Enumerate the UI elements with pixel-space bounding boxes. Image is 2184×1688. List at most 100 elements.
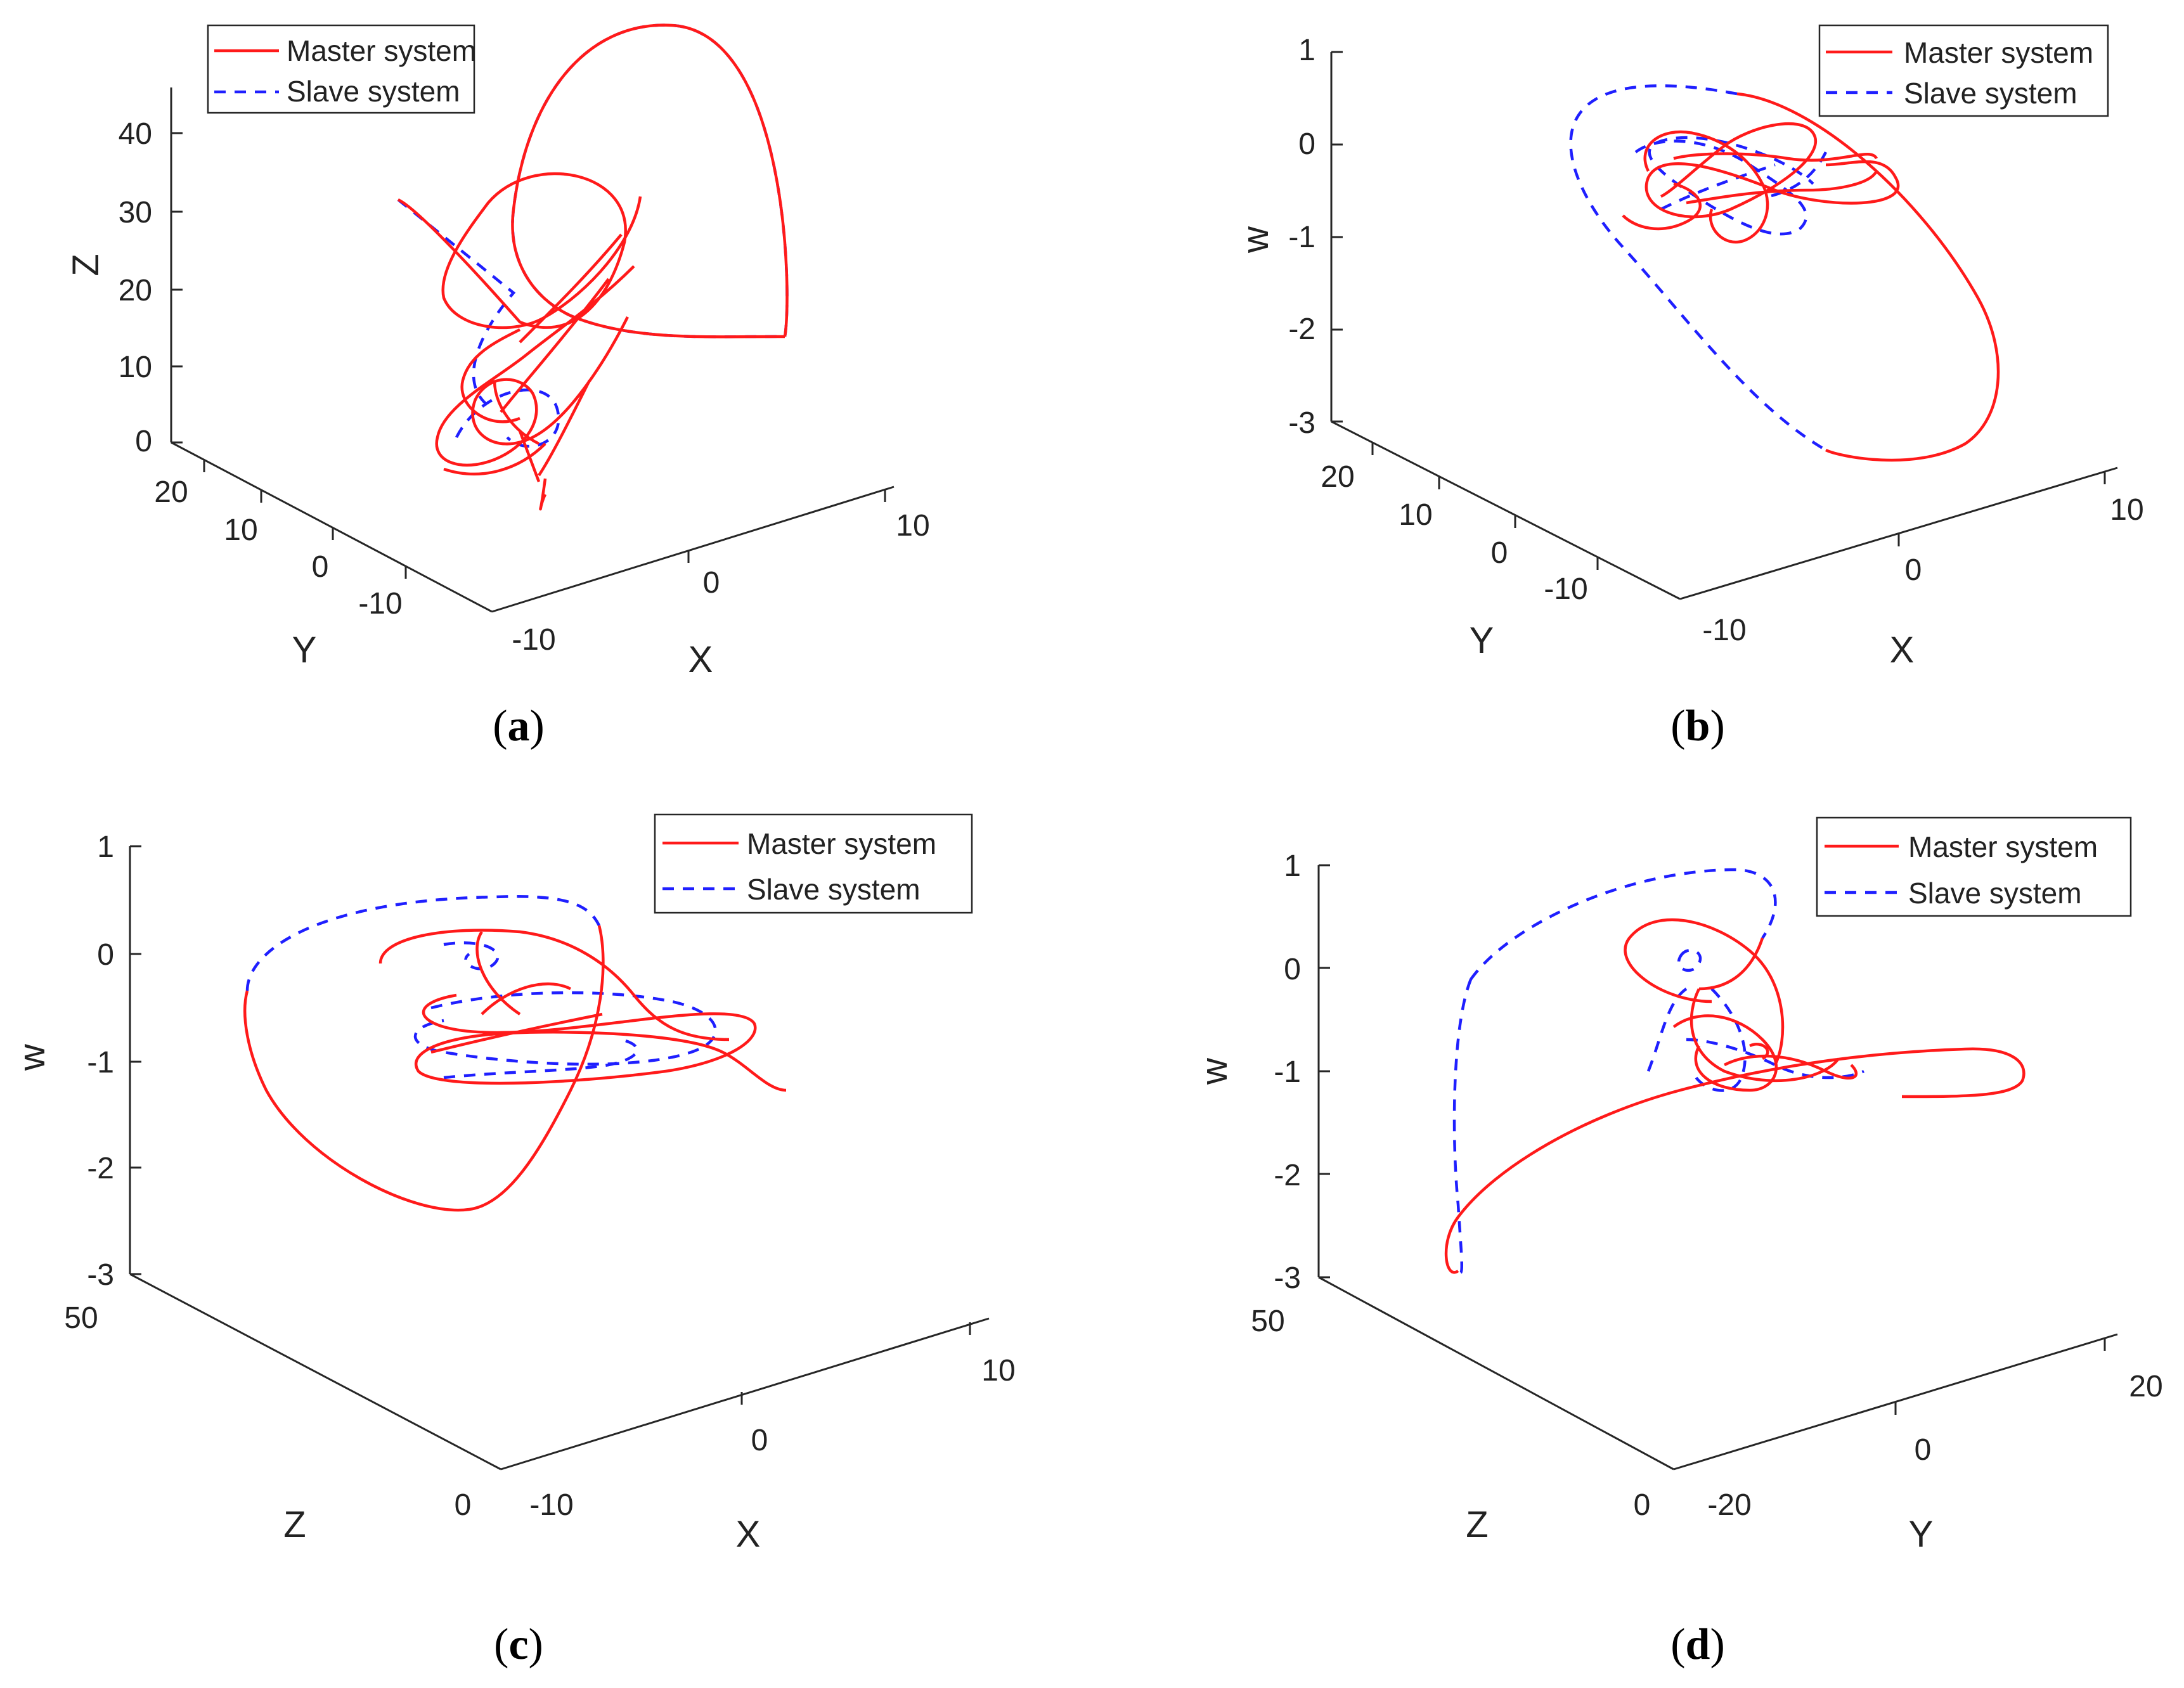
z-tick-label: -3	[1288, 406, 1315, 440]
y-tick-label: 20	[154, 475, 188, 509]
axis-y	[129, 1273, 501, 1471]
x-tick-label: 20	[2129, 1370, 2162, 1403]
x-axis-label: X	[1890, 629, 1915, 671]
z-tick-label: -2	[1274, 1159, 1301, 1192]
panel-letter: d	[1686, 1620, 1710, 1669]
legend-master-label: Master system	[747, 827, 936, 860]
z-tick-label: 1	[1284, 849, 1301, 883]
master-trajectory	[1622, 92, 2000, 462]
z-axis-label: w	[1235, 226, 1276, 254]
x-ticks: 0 10 -10	[512, 489, 930, 657]
x-tick-label: 0	[1915, 1433, 1932, 1467]
panel-letter: a	[508, 702, 530, 751]
legend-slave-label: Slave system	[287, 75, 460, 108]
y-tick-label: -10	[358, 587, 402, 621]
x-tick-label: -10	[529, 1488, 573, 1522]
x-tick-label: -20	[1707, 1488, 1751, 1522]
x-axis-label: X	[736, 1514, 761, 1555]
legend-master-label: Master system	[1904, 36, 2093, 69]
y-tick-label: -10	[1544, 572, 1587, 606]
z-tick-label: 0	[1298, 127, 1315, 161]
slave-trajectory	[1452, 868, 1865, 1275]
z-tick-label: -3	[87, 1258, 114, 1292]
x-tick-label: 10	[2110, 493, 2143, 527]
legend-master-label: Master system	[287, 34, 476, 67]
y-ticks: 50 0	[1251, 1305, 1650, 1522]
z-tick-label: -2	[87, 1152, 114, 1185]
x-tick-label: 10	[896, 509, 929, 543]
x-ticks: 0 10 -10	[529, 1322, 1016, 1522]
panel-letter: b	[1686, 702, 1710, 751]
panel-c: 1 0 -1 -2 -3 50 0 Z 0 10 -10 X w Master …	[11, 813, 1016, 1669]
z-tick-label: 10	[119, 351, 152, 384]
z-tick-label: 0	[1284, 953, 1301, 986]
z-tick-label: -1	[1274, 1055, 1301, 1089]
z-tick-label: 30	[119, 196, 152, 229]
panel-caption: (a)	[493, 702, 545, 751]
panel-d: 1 0 -1 -2 -3 50 0 Z 0 20 -20 Y w Master …	[1194, 816, 2163, 1669]
z-ticks: 1 0 -1 -2 -3	[1288, 34, 1343, 440]
panel-letter: c	[508, 1620, 528, 1669]
legend-slave-label: Slave system	[1904, 77, 2077, 110]
z-axis-label: w	[11, 1043, 53, 1071]
y-tick-label: 0	[1491, 536, 1508, 570]
panel-b: 1 0 -1 -2 -3 20 10 0 -10 Y 0 10 -10 X w …	[1235, 24, 2144, 751]
y-axis-label: Z	[283, 1504, 306, 1545]
x-tick-label: 10	[981, 1354, 1015, 1388]
x-tick-label: -10	[1702, 614, 1746, 647]
y-tick-label: 0	[455, 1488, 472, 1522]
axis-x	[491, 486, 895, 613]
legend-master-label: Master system	[1908, 830, 2098, 863]
legend-slave-label: Slave system	[747, 873, 921, 906]
x-ticks: 0 10 -10	[1702, 472, 2144, 647]
slave-trajectory	[245, 895, 717, 1079]
y-ticks: 20 10 0 -10	[1321, 442, 1599, 606]
z-tick-label: 40	[119, 117, 152, 151]
master-trajectory	[397, 23, 789, 511]
legend: Master system Slave system	[207, 24, 476, 114]
z-tick-label: 0	[97, 938, 114, 972]
x-tick-label: -10	[512, 623, 555, 657]
axis-y	[171, 441, 493, 613]
y-tick-label: 10	[224, 513, 257, 547]
y-tick-label: 50	[1251, 1305, 1284, 1338]
x-tick-label: 0	[751, 1424, 768, 1457]
y-ticks: 20 10 0 -10	[154, 460, 407, 621]
x-axis-label: X	[688, 639, 713, 680]
z-tick-label: 1	[97, 830, 114, 864]
panel-caption: (b)	[1670, 702, 1725, 751]
z-ticks: 1 0 -1 -2 -3	[87, 830, 141, 1292]
z-axis-label: Z	[65, 254, 107, 276]
y-tick-label: 20	[1321, 460, 1354, 494]
panel-a: 40 30 20 10 0 20 10 0 -10 Y 0 10 -10 X Z…	[65, 23, 930, 751]
y-tick-label: 10	[1399, 498, 1432, 532]
panel-caption: (c)	[494, 1620, 543, 1669]
legend: Master system Slave system	[654, 813, 973, 914]
panel-caption: (d)	[1670, 1620, 1725, 1669]
y-ticks: 50 0	[64, 1301, 471, 1522]
legend-slave-label: Slave system	[1908, 877, 2082, 910]
axis-x	[500, 1317, 990, 1471]
x-tick-label: 0	[703, 566, 720, 600]
z-tick-label: 1	[1298, 34, 1315, 67]
z-ticks: 1 0 -1 -2 -3	[1274, 849, 1330, 1295]
z-ticks: 40 30 20 10 0	[119, 117, 183, 458]
axis-x	[1679, 467, 2118, 600]
z-tick-label: 20	[119, 274, 152, 307]
z-tick-label: -1	[87, 1046, 114, 1079]
legend: Master system Slave system	[1818, 24, 2109, 117]
x-tick-label: 0	[1905, 553, 1922, 587]
z-axis-label: w	[1194, 1057, 1235, 1085]
z-tick-label: -2	[1288, 312, 1315, 346]
axis-y	[1318, 1276, 1674, 1471]
axis-x	[1673, 1333, 2118, 1471]
y-axis-label: Z	[1466, 1504, 1488, 1545]
y-axis-label: Y	[1470, 620, 1494, 661]
slave-trajectory	[1569, 84, 1828, 451]
legend: Master system Slave system	[1816, 816, 2132, 917]
axis-y	[1331, 420, 1681, 600]
z-tick-label: 0	[135, 425, 152, 458]
x-ticks: 0 20 -20	[1707, 1338, 2163, 1522]
z-tick-label: -1	[1288, 221, 1315, 254]
